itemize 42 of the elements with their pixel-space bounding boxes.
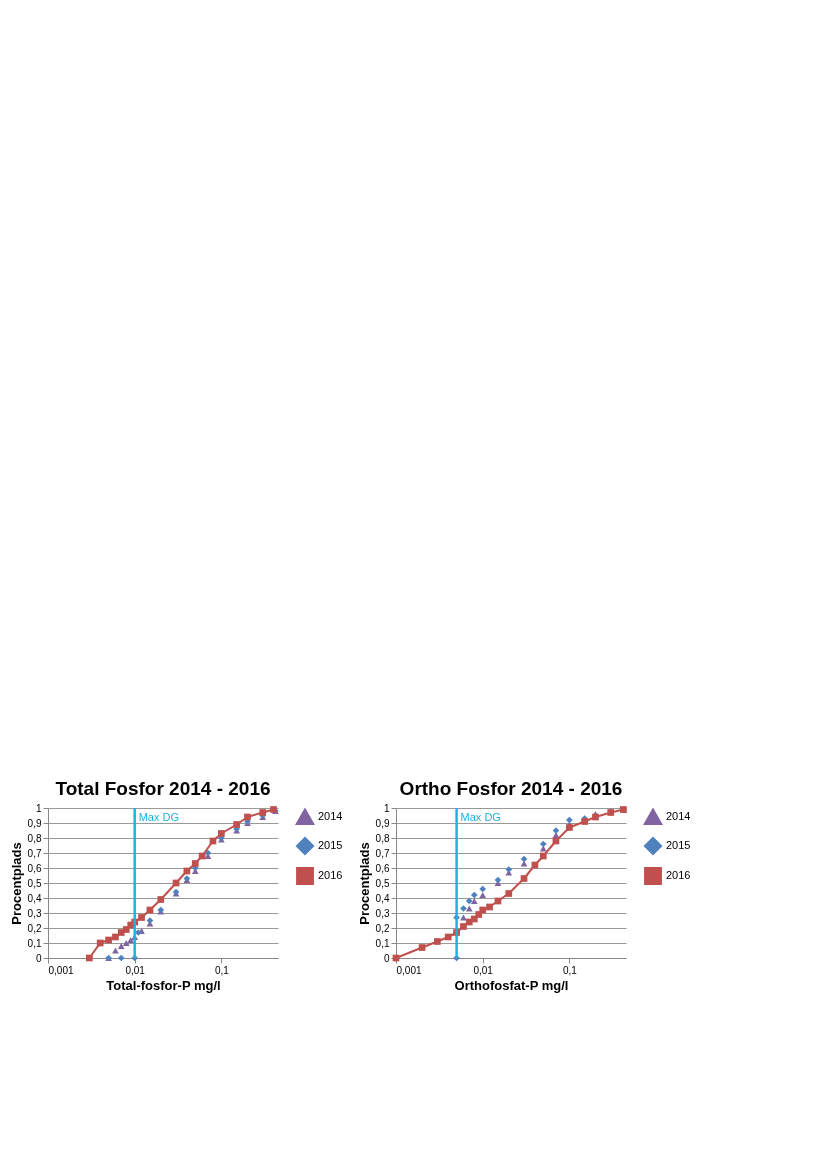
x-tick-label: 0,1 — [562, 964, 578, 976]
ref-line-label: Max DG — [460, 811, 501, 823]
x-tick-label: 0,01 — [125, 964, 146, 976]
y-tick-label: 0,4 — [27, 892, 42, 904]
ref-line-label: Max DG — [138, 811, 180, 823]
x-axis-title: Orthofosfat-P mg/l — [454, 977, 569, 993]
legend-label: 2014 — [666, 810, 691, 822]
chart-title: Ortho Fosfor 2014 - 2016 — [399, 778, 623, 799]
legend-label: 2015 — [318, 839, 343, 851]
y-tick-label: 0,6 — [27, 862, 42, 874]
y-tick-label: 0,8 — [375, 832, 390, 844]
y-tick-label: 0 — [383, 952, 390, 964]
y-tick-label: 0,3 — [27, 907, 42, 919]
legend-label: 2016 — [666, 869, 691, 881]
y-tick-label: 0,1 — [375, 937, 390, 949]
legend-label: 2016 — [318, 869, 343, 881]
legend-label: 2015 — [666, 839, 691, 851]
y-tick-label: 0,6 — [375, 862, 390, 874]
x-tick-label: 0,01 — [473, 964, 494, 976]
legend-label: 2014 — [318, 810, 343, 822]
y-tick-label: 0,8 — [27, 832, 42, 844]
y-tick-label: 0,4 — [375, 892, 390, 904]
y-tick-label: 0,9 — [375, 817, 390, 829]
y-tick-label: 0,3 — [375, 907, 390, 919]
y-axis-title: Procentplads — [356, 842, 372, 925]
chart-title: Total Fosfor 2014 - 2016 — [55, 778, 271, 799]
x-axis-title: Total-fosfor-P mg/l — [106, 977, 221, 993]
x-tick-label: 0,001 — [396, 964, 422, 976]
y-tick-label: 0,5 — [27, 877, 42, 889]
y-tick-label: 0,1 — [27, 937, 42, 949]
y-tick-label: 0,7 — [375, 847, 390, 859]
y-tick-label: 0,2 — [27, 922, 42, 934]
y-tick-label: 1 — [383, 802, 390, 814]
y-tick-label: 0,7 — [27, 847, 42, 859]
y-tick-label: 0 — [35, 952, 42, 964]
y-tick-label: 0,9 — [27, 817, 42, 829]
y-axis-title: Procentplads — [8, 842, 24, 925]
y-tick-label: 1 — [35, 802, 42, 814]
y-tick-label: 0,5 — [375, 877, 390, 889]
x-tick-label: 0,1 — [214, 964, 230, 976]
y-tick-label: 0,2 — [375, 922, 390, 934]
x-tick-label: 0,001 — [48, 964, 74, 976]
